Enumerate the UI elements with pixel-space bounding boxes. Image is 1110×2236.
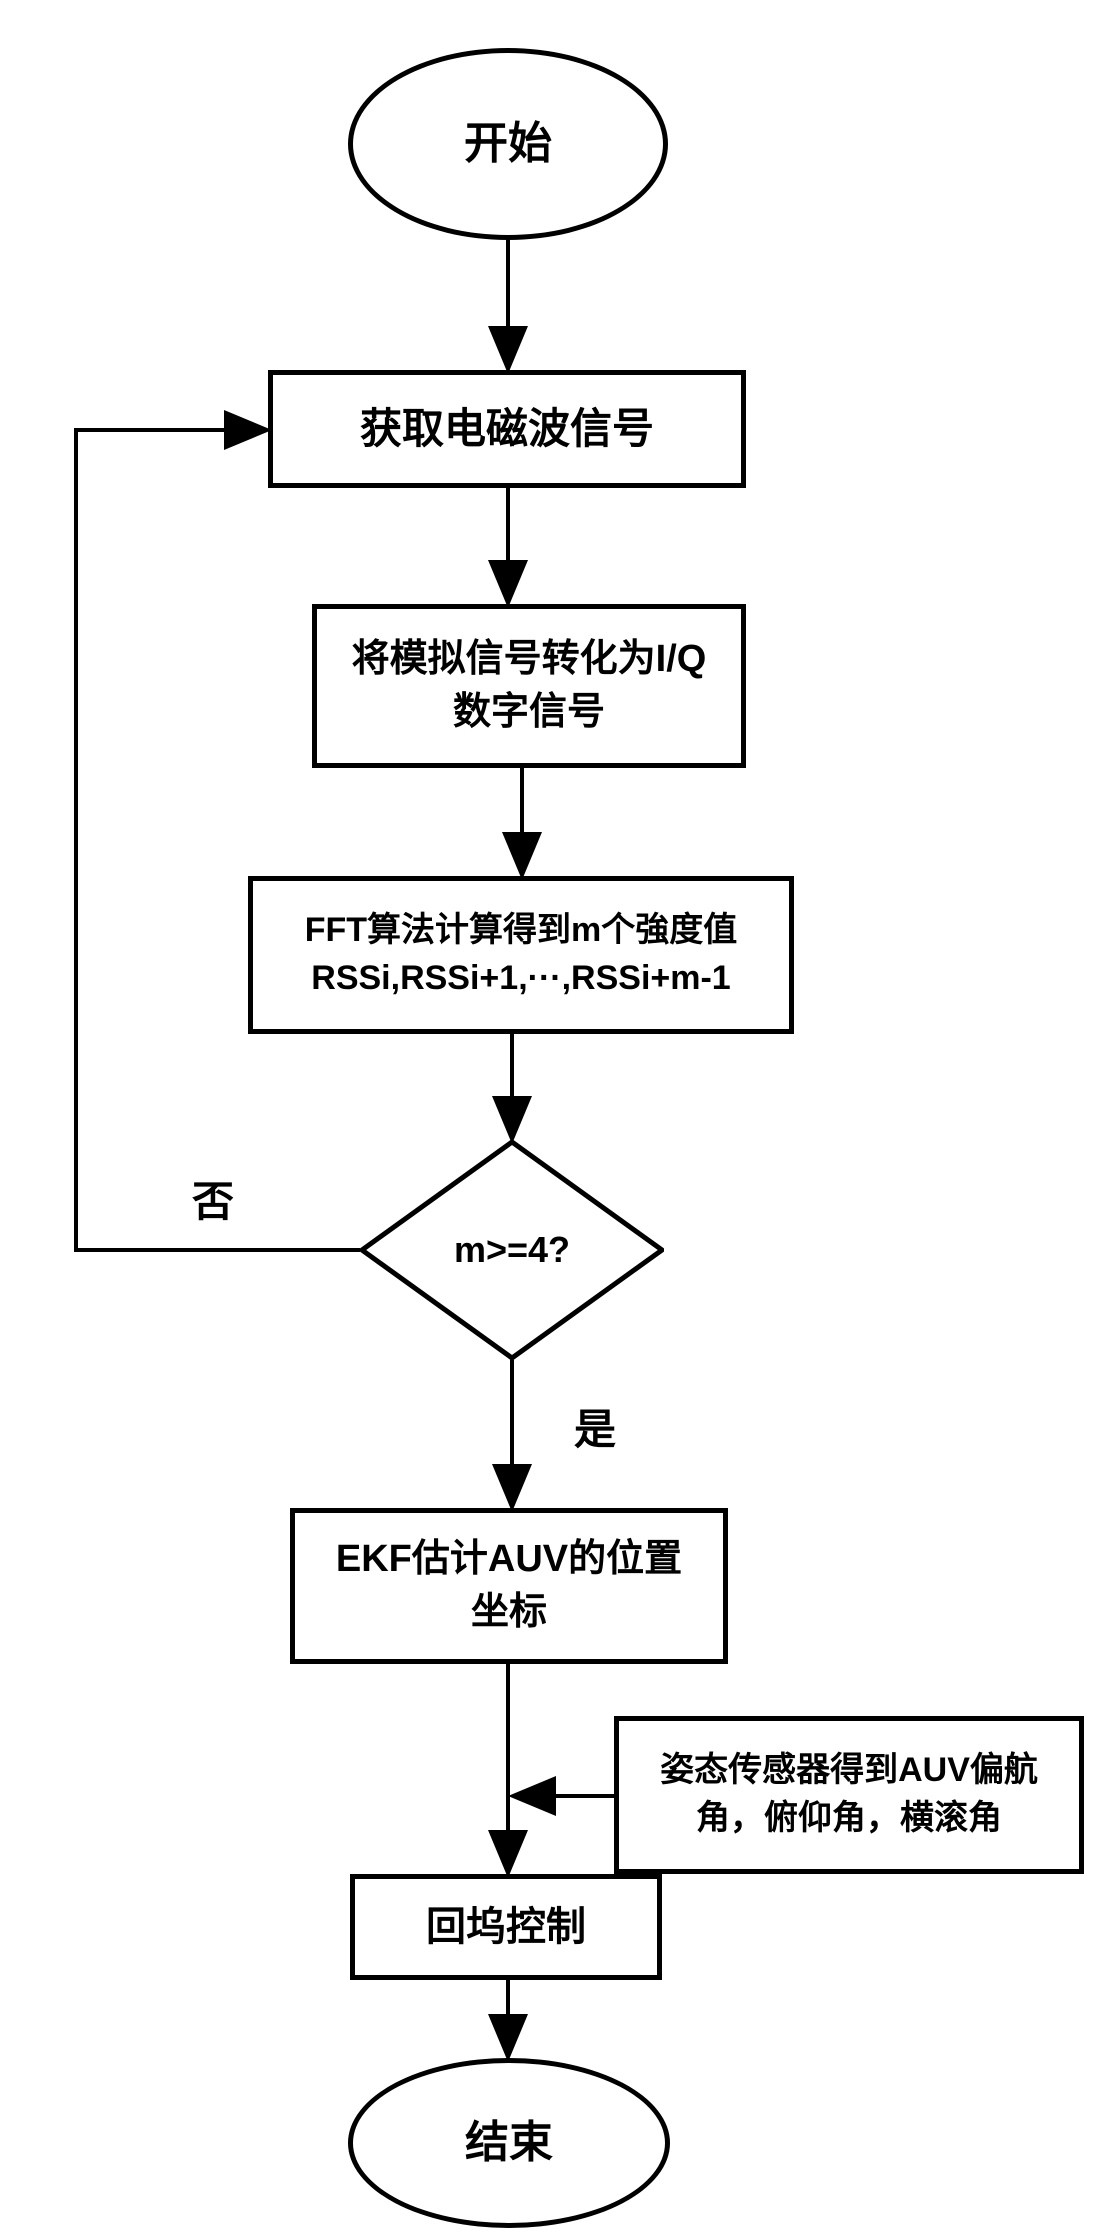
fft-process: FFT算法计算得到m个強度值RSSi,RSSi+1,···,RSSi+m-1 <box>248 876 794 1034</box>
control-label: 回坞控制 <box>426 1899 586 1955</box>
yes-label-text: 是 <box>574 1406 616 1453</box>
ekf-process: EKF估计AUV的位置坐标 <box>290 1508 728 1664</box>
control-process: 回坞控制 <box>350 1874 662 1980</box>
end-label: 结束 <box>465 2112 553 2174</box>
ekf-label: EKF估计AUV的位置坐标 <box>319 1533 699 1639</box>
sensor-process: 姿态传感器得到AUV偏航角，俯仰角，横滚角 <box>614 1716 1084 1874</box>
yes-label: 是 <box>574 1396 616 1457</box>
end-terminal: 结束 <box>348 2058 670 2228</box>
decision-label: m>=4? <box>454 1229 570 1271</box>
acquire-label: 获取电磁波信号 <box>360 400 654 459</box>
start-terminal: 开始 <box>348 48 668 240</box>
convert-label: 将模拟信号转化为I/Q数字信号 <box>337 633 721 739</box>
fft-label: FFT算法计算得到m个強度值RSSi,RSSi+1,···,RSSi+m-1 <box>271 907 771 1002</box>
no-label-text: 否 <box>192 1178 234 1225</box>
start-label: 开始 <box>464 113 552 175</box>
sensor-label: 姿态传感器得到AUV偏航角，俯仰角，横滚角 <box>635 1747 1063 1842</box>
decision-node: m>=4? <box>360 1140 664 1360</box>
no-label: 否 <box>192 1168 234 1229</box>
convert-process: 将模拟信号转化为I/Q数字信号 <box>312 604 746 768</box>
acquire-process: 获取电磁波信号 <box>268 370 746 488</box>
